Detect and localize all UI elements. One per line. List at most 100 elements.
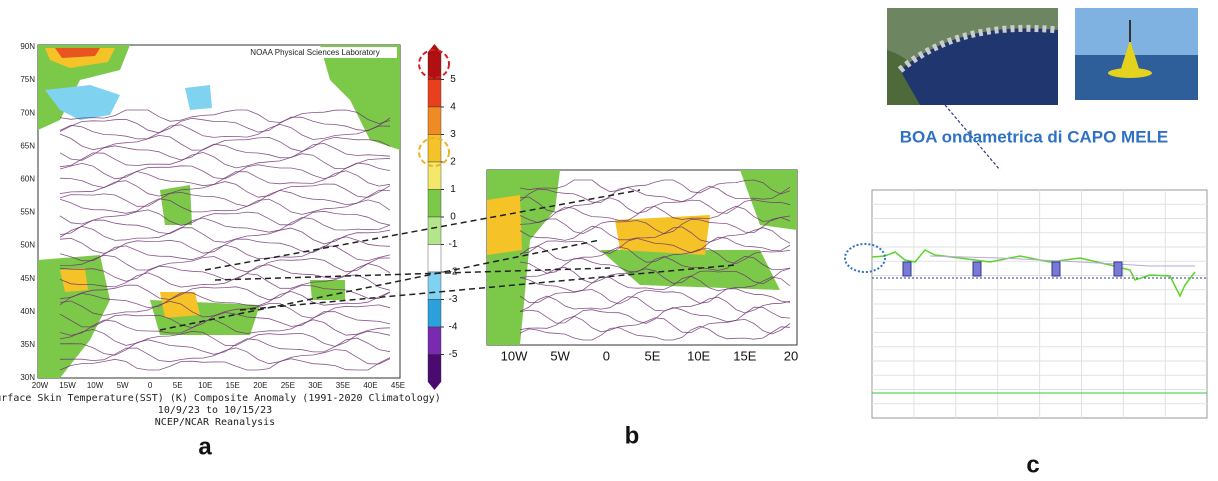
contour (519, 245, 791, 265)
lat-label: 50N (20, 241, 35, 250)
contour (59, 198, 391, 215)
contour (59, 225, 391, 245)
lat-label: 55N (20, 208, 35, 217)
contour (519, 275, 791, 293)
connector (159, 239, 601, 331)
markers (902, 261, 1123, 277)
lon-label: 20W (32, 381, 49, 390)
photo-detail (900, 28, 1058, 105)
lon-label: 5E (173, 381, 183, 390)
anomaly-area (38, 255, 110, 378)
lon-label: 25E (281, 381, 295, 390)
lon-label: 5W (550, 348, 570, 363)
lon-label: 20 (784, 348, 798, 363)
contour (519, 196, 791, 214)
contour (519, 315, 791, 335)
contour (519, 225, 791, 244)
contour (59, 189, 391, 207)
contour (519, 236, 791, 254)
map-header: NOAA Physical Sciences Laboratory (250, 48, 379, 57)
panel-title: BOA ondametrica di CAPO MELE (900, 127, 1169, 146)
colorbar-cell (427, 189, 442, 218)
panel-label: b (625, 422, 640, 449)
trace (871, 249, 1196, 298)
lat-label: 65N (20, 141, 35, 150)
colorbar-label: -2 (449, 267, 458, 278)
lon-label: 5E (645, 348, 661, 363)
lon-label: 10W (501, 348, 528, 363)
colorbar-cell (427, 106, 442, 135)
lon-label: 40E (363, 381, 377, 390)
lon-label: 0 (148, 381, 153, 390)
contour (59, 357, 391, 371)
colorbar-cell (427, 244, 442, 273)
contour (59, 254, 391, 273)
lon-label: 35E (336, 381, 350, 390)
colorbar-label: 1 (450, 184, 456, 195)
connector (944, 104, 1001, 171)
colorbar-label: -3 (449, 294, 458, 305)
contours (59, 109, 391, 371)
contour (59, 109, 391, 125)
connector (239, 264, 736, 311)
colorbar-cell (427, 299, 442, 328)
colorbar-cell (427, 354, 442, 383)
contour (519, 255, 791, 274)
colorbar-end (428, 382, 441, 390)
contour (519, 179, 791, 195)
contour (59, 180, 391, 198)
lat-label: 70N (20, 108, 35, 117)
lon-label: 15W (59, 381, 76, 390)
chart-bg (860, 178, 1212, 423)
photo-detail (1120, 40, 1140, 72)
colorbar-label: 2 (450, 157, 456, 168)
anomaly-area (185, 85, 212, 110)
photo (1075, 8, 1198, 100)
contour (519, 325, 791, 341)
contour (59, 217, 391, 235)
highlight (844, 243, 886, 273)
colorbar-label: 4 (450, 102, 456, 113)
lon-label: 20E (253, 381, 267, 390)
anomaly-area (320, 45, 400, 150)
contour (59, 142, 391, 161)
colorbar-cell (427, 216, 442, 245)
anomaly-area (55, 48, 100, 58)
connector (214, 267, 611, 281)
lon-label: 30E (308, 381, 322, 390)
anomaly-area (615, 215, 710, 255)
contour (519, 216, 791, 235)
contour (59, 290, 391, 309)
lon-label: 15E (226, 381, 240, 390)
lat-label: 90N (20, 42, 35, 51)
header-box (232, 47, 397, 58)
anomaly-area (310, 280, 345, 300)
contour (59, 162, 391, 180)
contour (519, 295, 791, 314)
contour (59, 300, 391, 319)
colorbar-label: 5 (450, 74, 456, 85)
lon-label: 5W (117, 381, 129, 390)
photo-detail (897, 24, 1059, 73)
contour (59, 319, 391, 336)
contour (59, 337, 391, 356)
contour (519, 288, 791, 305)
lat-label: 35N (20, 340, 35, 349)
marker (902, 261, 912, 277)
contour (59, 123, 391, 140)
highlight (418, 49, 450, 79)
contour (59, 151, 391, 170)
lat-label: 60N (20, 175, 35, 184)
colorbar-cell (427, 326, 442, 355)
marker (972, 261, 982, 277)
contour (59, 170, 391, 188)
contour (59, 311, 391, 329)
panel-label: c (1026, 451, 1039, 478)
trace (929, 255, 1195, 267)
contour (519, 205, 791, 224)
lat-label: 40N (20, 307, 35, 316)
lat-label: 30N (20, 373, 35, 382)
photo-detail (1108, 68, 1152, 78)
contour (519, 266, 791, 285)
